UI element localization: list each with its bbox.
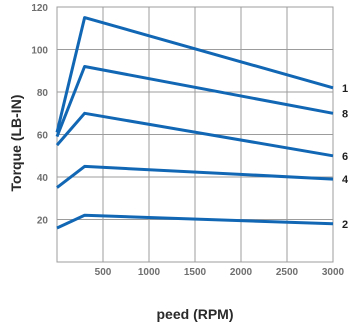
x-tick-label: 500	[95, 267, 112, 278]
x-tick-label: 3000	[322, 267, 345, 278]
y-axis-title: Torque (LB-IN)	[8, 95, 24, 192]
series-end-label: 4	[342, 174, 348, 186]
series-end-label: 2	[342, 219, 348, 231]
x-tick-label: 1000	[138, 267, 161, 278]
y-tick-label: 40	[37, 173, 49, 184]
y-tick-label: 120	[31, 3, 48, 14]
series-end-label: 10	[342, 83, 348, 95]
series-end-label: 6	[342, 151, 348, 163]
x-tick-label: 2500	[276, 267, 299, 278]
series-line	[55, 111, 334, 158]
x-tick-label: 1500	[184, 267, 207, 278]
x-tick-label: 2000	[230, 267, 253, 278]
series-line	[56, 213, 334, 230]
y-tick-label: 20	[37, 216, 49, 227]
y-tick-label: 60	[37, 131, 49, 142]
series-line	[56, 164, 334, 189]
series-line	[55, 65, 334, 138]
tick-label-layer: 500 1000 1500 2000 2500 3000 20 40 60 80 100 120	[31, 3, 344, 278]
series-layer	[55, 16, 334, 230]
x-axis-title: peed (RPM)	[157, 306, 234, 322]
series-label-layer: 10 8 6 4 2	[342, 83, 348, 231]
y-tick-label: 100	[31, 46, 48, 57]
series-end-label: 8	[342, 108, 348, 120]
series-line	[55, 16, 334, 133]
y-tick-label: 80	[37, 88, 49, 99]
